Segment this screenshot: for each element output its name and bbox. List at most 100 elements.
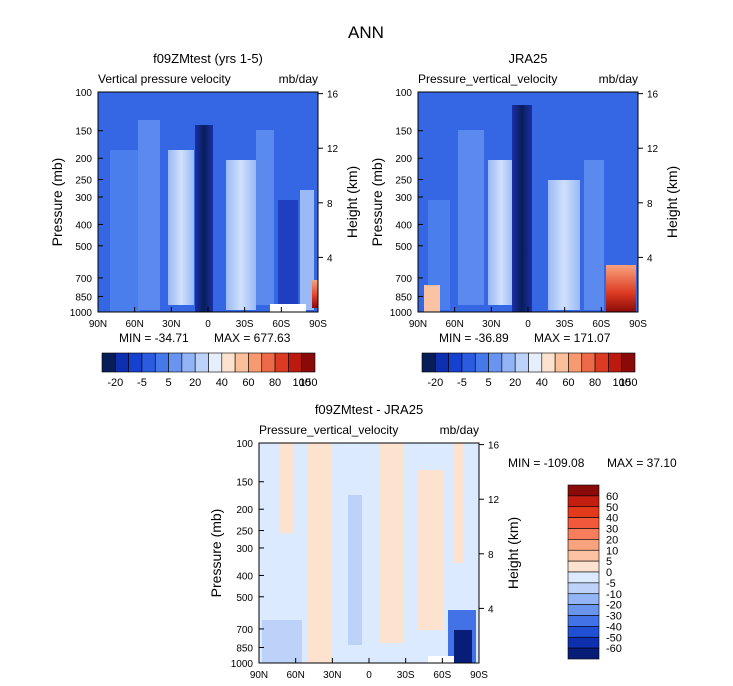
panel-2-y-tick-label: 700 xyxy=(395,274,412,285)
colorbar-difference-swatch xyxy=(567,582,600,595)
colorbar-panel-1-label: 150 xyxy=(299,377,317,389)
colorbar-panel-2-swatch xyxy=(501,352,516,373)
panel-3-x-tick-label: 90S xyxy=(470,670,488,681)
colorbar-difference-swatch xyxy=(567,647,600,660)
colorbar-panel-1-swatch xyxy=(101,352,116,373)
panel-1-band-sh-deep xyxy=(278,200,298,310)
panel-1-y-tick-label: 700 xyxy=(75,274,92,285)
colorbar-panel-2-label: 100 xyxy=(613,377,631,389)
panel-1-y-tick-label: 300 xyxy=(75,193,92,204)
panel-1-y-tick-label: 200 xyxy=(75,154,92,165)
colorbar-panel-2-swatch xyxy=(435,352,449,373)
panel-2-subtitle-right: mb/day xyxy=(599,72,638,86)
panel-3-y-tick-label: 700 xyxy=(236,625,253,636)
panel-1-max: MAX = 677.63 xyxy=(214,331,291,345)
colorbar-difference-label: -30 xyxy=(606,611,622,623)
panel-3-ticks: 90N 60N 30N 0 30S 60S 90S 100 150 200 250 300 400 500… xyxy=(231,439,500,681)
colorbar-difference-swatch xyxy=(567,615,600,627)
colorbar-panel-1-swatch xyxy=(274,352,289,373)
panel-3-y-tick-label: 500 xyxy=(236,593,253,604)
colorbar-difference-label: 50 xyxy=(606,502,618,514)
panel-2-y-tick-label: 200 xyxy=(395,154,412,165)
colorbar-panel-1-label: 40 xyxy=(216,377,228,389)
colorbar-panel-1-swatch xyxy=(128,352,143,373)
panel-1-y-tick-label: 100 xyxy=(75,88,92,99)
colorbar-difference-swatch xyxy=(567,560,600,573)
panel-2-y2-tick-label: 16 xyxy=(647,90,659,101)
panel-2-x-tick-label: 60S xyxy=(592,319,610,330)
panel-2-sub-blob xyxy=(424,285,440,312)
panel-1-band-northsub xyxy=(110,150,140,312)
panel-1-red-blob xyxy=(312,280,318,308)
colorbar-difference-swatch xyxy=(567,517,600,529)
panel-1-x-tick-label: 0 xyxy=(205,319,211,330)
colorbar-difference-swatch xyxy=(567,506,600,518)
panel-2-y-tick-label: 850 xyxy=(395,292,412,303)
colorbar-panel-1-label: -5 xyxy=(137,377,147,389)
panel-3-band-orange-5 xyxy=(454,443,464,563)
panel-1-y-tick-label: 150 xyxy=(75,127,92,138)
panel-3-y-tick-label: 250 xyxy=(236,527,253,538)
panel-2-y-tick-label: 300 xyxy=(395,193,412,204)
panel-3-y2-tick-label: 4 xyxy=(488,604,494,615)
panel-3-x-tick-label: 90N xyxy=(250,670,268,681)
panel-3-y2-tick-label: 12 xyxy=(488,495,500,506)
panel-1-x-tick-label: 90N xyxy=(89,319,107,330)
panel-1-band-sh-pastel xyxy=(226,160,256,310)
panel-2-subtitle-left: Pressure_vertical_velocity xyxy=(418,72,557,86)
colorbar-panel-2-swatch xyxy=(594,352,609,373)
colorbar-difference-swatch xyxy=(567,495,600,508)
panel-1-x-tick-label: 60S xyxy=(272,319,290,330)
panel-3-y-tick-label: 400 xyxy=(236,571,253,582)
panel-1-x-tick-label: 90S xyxy=(309,319,327,330)
panel-3-x-tick-label: 30S xyxy=(397,670,415,681)
panel-1-y2-tick-label: 4 xyxy=(327,253,333,264)
colorbar-difference-swatch xyxy=(567,528,600,540)
panel-3-y2-tick-label: 8 xyxy=(488,550,494,561)
panel-2-y2-tick-label: 12 xyxy=(647,144,659,155)
colorbar-panel-2-label: 150 xyxy=(619,377,637,389)
colorbar-difference-label: -50 xyxy=(606,632,622,644)
colorbar-difference-swatch xyxy=(567,549,600,562)
colorbar-panel-2-label: 20 xyxy=(509,377,521,389)
panel-2-y-tick-label: 100 xyxy=(395,88,412,99)
panel-3-field xyxy=(259,443,479,663)
colorbar-panel-1-swatch xyxy=(248,352,263,373)
panel-2-y-tick-label: 400 xyxy=(395,220,412,231)
panel-3-subtitle-right: mb/day xyxy=(440,423,479,437)
colorbar-panel-1-label: 5 xyxy=(166,377,172,389)
panel-3-y-tick-label: 150 xyxy=(236,478,253,489)
colorbar-panel-2-swatch xyxy=(488,352,503,373)
panel-3-blue-blob-inner xyxy=(454,630,472,663)
panel-3-y-tick-label: 200 xyxy=(236,505,253,516)
colorbar-panel-2-swatch xyxy=(474,352,489,373)
panel-2-min: MIN = -36.89 xyxy=(439,331,509,345)
colorbar-panel-1-label: -20 xyxy=(107,377,123,389)
panel-1-band-sh-midlat xyxy=(256,130,274,305)
panel-1-band-jet xyxy=(195,125,213,312)
panel-2-band-sh-pastel xyxy=(548,180,580,310)
panel-1-title: f09ZMtest (yrs 1-5) xyxy=(153,51,263,66)
colorbar-panel-2-label: 5 xyxy=(486,377,492,389)
panel-1-y-tick-label: 400 xyxy=(75,220,92,231)
panel-1-y-tick-label: 850 xyxy=(75,292,92,303)
panel-2-x-tick-label: 60N xyxy=(445,319,463,330)
panel-3-y-tick-label: 850 xyxy=(236,643,253,654)
panel-1-y2-tick-label: 16 xyxy=(327,90,339,101)
colorbar-panel-2-label: -20 xyxy=(427,377,443,389)
panel-1-y-tick-label: 1000 xyxy=(70,308,93,319)
colorbar-panel-1-swatch xyxy=(208,352,223,373)
colorbar-difference-swatch xyxy=(567,593,600,605)
panel-1-y-tick-label: 250 xyxy=(75,176,92,187)
colorbar-panel-2-label: 60 xyxy=(562,377,574,389)
panel-3-band-orange-2 xyxy=(308,443,332,663)
panel-1-ylabel: Pressure (mb) xyxy=(49,158,65,247)
colorbar-panel-1-swatch xyxy=(168,352,183,373)
panel-3-y2-tick-label: 16 xyxy=(488,441,500,452)
colorbar-difference-label: 5 xyxy=(606,556,612,568)
panel-1-x-tick-label: 30N xyxy=(162,319,180,330)
colorbar-panel-1-swatch xyxy=(301,352,316,373)
